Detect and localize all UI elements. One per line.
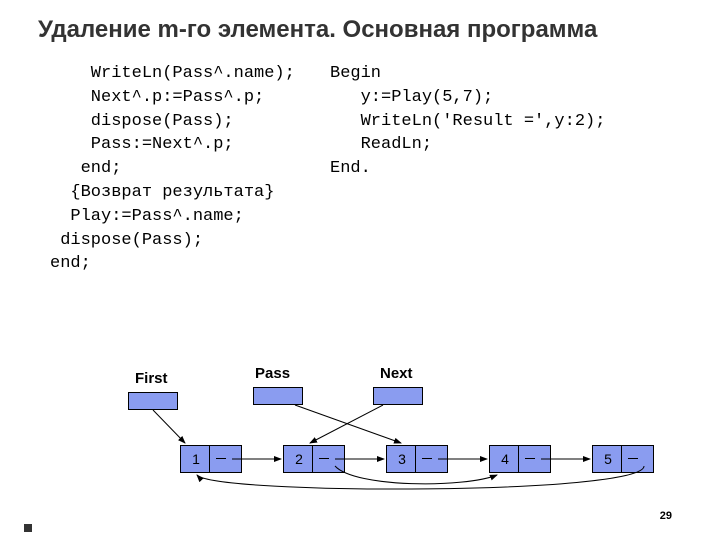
- footer-marker: [24, 524, 32, 532]
- linked-list-diagram: First Pass Next 12345: [125, 370, 695, 500]
- arrows-svg: [125, 370, 695, 500]
- code-block-right: Begin y:=Play(5,7); WriteLn('Result =',y…: [330, 62, 605, 181]
- slide-title: Удаление m-го элемента. Основная програм…: [38, 16, 597, 44]
- page-number: 29: [660, 510, 672, 522]
- code-block-left: WriteLn(Pass^.name); Next^.p:=Pass^.p; d…: [50, 62, 295, 276]
